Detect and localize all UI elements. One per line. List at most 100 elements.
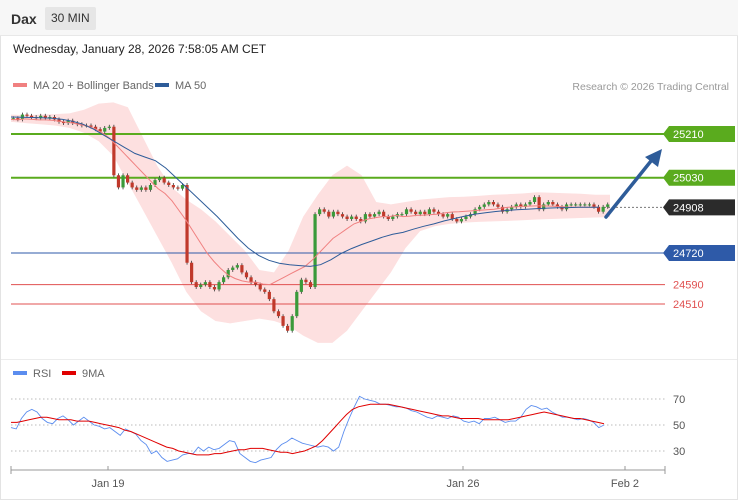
candle-body <box>459 219 463 222</box>
candle-body <box>331 211 335 217</box>
candle-body <box>116 175 121 188</box>
legend-rsi-swatch <box>13 371 27 376</box>
candle-body <box>455 219 459 222</box>
candle-body <box>551 202 555 205</box>
candle-body <box>578 204 582 206</box>
candle-body <box>39 115 43 119</box>
timeframe-tab[interactable]: 30 MIN <box>45 7 96 30</box>
level-label-24590: 24590 <box>673 280 704 292</box>
candle-body <box>606 204 610 207</box>
candle-body <box>43 115 47 119</box>
candle-body <box>382 211 386 217</box>
candle-body <box>194 282 198 287</box>
candle-body <box>299 279 303 292</box>
candle-body <box>112 126 116 176</box>
candle-body <box>537 197 541 210</box>
forecast-arrow-head <box>645 149 662 167</box>
rsi-line <box>10 395 605 464</box>
candle-body <box>267 291 271 300</box>
candle-body <box>25 114 29 116</box>
level-label-24510: 24510 <box>673 299 704 311</box>
candle-body <box>377 211 381 215</box>
candle-body <box>16 118 20 120</box>
level-label-24720: 24720 <box>673 248 704 260</box>
candle-body <box>153 180 157 185</box>
candle-body <box>57 119 61 122</box>
candle-body <box>171 185 175 188</box>
candle-body <box>441 214 445 217</box>
rsi-tick-50: 50 <box>673 420 685 432</box>
candle-body <box>231 267 235 270</box>
x-tick-label: Jan 19 <box>91 478 124 490</box>
candle-body <box>61 121 66 124</box>
candle-body <box>98 129 102 132</box>
candle-body <box>272 299 276 312</box>
candle-body <box>249 277 253 283</box>
candle-body <box>404 209 409 215</box>
candle-body <box>212 287 217 290</box>
candle-body <box>414 211 418 215</box>
candle-body <box>144 187 148 190</box>
candle-body <box>359 219 363 222</box>
legend-bollinger-label: MA 20 + Bollinger Bands <box>33 80 154 92</box>
legend-9ma: 9MA <box>62 368 105 380</box>
candle-body <box>107 126 111 128</box>
rsi-tick-70: 70 <box>673 394 685 406</box>
candle-body <box>450 214 454 219</box>
candle-body <box>340 214 345 217</box>
candle-body <box>519 204 523 207</box>
candle-body <box>304 279 308 283</box>
candle-body <box>167 182 171 185</box>
bollinger-band <box>11 102 610 343</box>
candle-body <box>235 265 239 268</box>
rsi-tick-30: 30 <box>673 446 685 458</box>
candle-body <box>583 204 587 206</box>
ma50-line <box>10 116 599 267</box>
candle-body <box>29 115 34 117</box>
candle-body <box>487 202 491 205</box>
candle-body <box>363 214 367 222</box>
candle-body <box>148 185 153 190</box>
candle-body <box>409 209 413 212</box>
candle-body <box>432 209 436 212</box>
candle-body <box>500 206 505 212</box>
candle-body <box>400 214 404 216</box>
candle-body <box>473 209 477 215</box>
candle-body <box>121 175 125 188</box>
candle-body <box>89 125 93 127</box>
candle-body <box>93 126 98 130</box>
candle-body <box>478 206 482 210</box>
candle-body <box>130 182 134 188</box>
legend-9ma-label: 9MA <box>82 368 105 380</box>
rsi-9ma-line <box>11 403 605 456</box>
instrument-title: Dax <box>11 11 37 27</box>
candle-body <box>592 204 596 207</box>
header-bar: Dax 30 MIN <box>0 0 738 36</box>
candle-body <box>574 204 578 206</box>
candle-body <box>135 187 139 190</box>
candle-body <box>391 216 395 219</box>
candle-body <box>386 216 390 219</box>
candle-body <box>354 216 358 219</box>
x-tick-label: Feb 2 <box>611 478 639 490</box>
level-tag-24720 <box>663 245 735 261</box>
candle-body <box>258 284 262 290</box>
candle-body <box>555 204 560 207</box>
candle-body <box>601 206 605 212</box>
candle-body <box>596 206 601 212</box>
candle-body <box>11 118 15 120</box>
candle-body <box>523 204 528 207</box>
level-tag-25210 <box>663 126 735 142</box>
candle-body <box>199 284 203 287</box>
candle-body <box>162 177 166 183</box>
candle-body <box>176 187 180 189</box>
candle-body <box>276 311 281 317</box>
candle-body <box>290 316 294 331</box>
legend-ma50-label: MA 50 <box>175 80 207 92</box>
candle-body <box>528 202 532 205</box>
x-tick-label: Jan 26 <box>446 478 479 490</box>
candle-body <box>372 214 377 217</box>
candle-body <box>423 211 427 215</box>
candle-body <box>217 282 221 290</box>
candle-body <box>532 197 537 202</box>
